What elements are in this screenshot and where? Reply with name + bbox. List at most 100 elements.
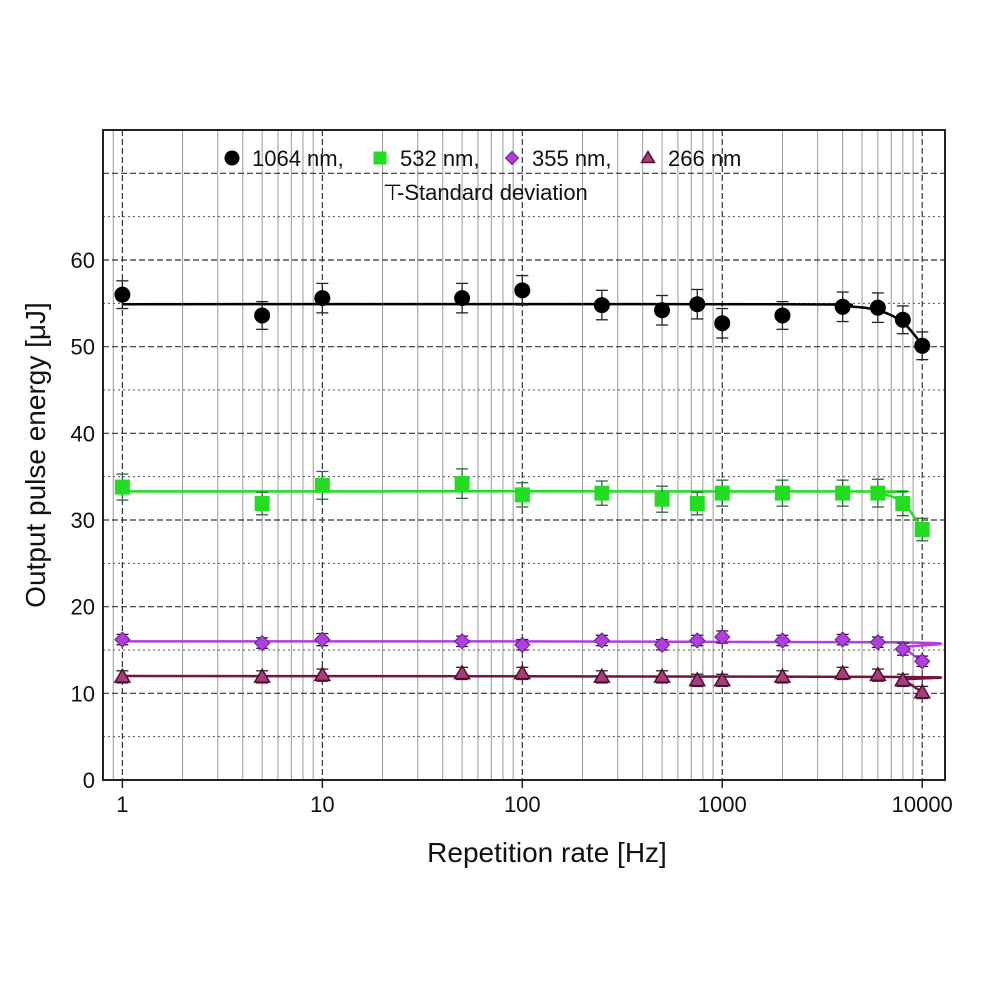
square-marker bbox=[314, 477, 330, 493]
square-marker bbox=[714, 485, 730, 501]
data-point bbox=[114, 280, 131, 310]
data-point bbox=[773, 667, 792, 684]
square-marker bbox=[914, 522, 930, 538]
data-point bbox=[713, 671, 732, 688]
data-point bbox=[254, 491, 270, 516]
triangle-marker bbox=[513, 664, 532, 680]
legend-triangle-icon bbox=[640, 150, 656, 164]
data-point bbox=[894, 305, 911, 335]
legend-diamond-icon bbox=[504, 150, 520, 166]
data-point bbox=[253, 667, 271, 684]
data-point bbox=[869, 666, 887, 682]
data-point bbox=[689, 491, 705, 516]
data-point bbox=[714, 479, 730, 507]
data-point bbox=[514, 636, 531, 654]
x-tick-label: 1000 bbox=[698, 792, 747, 817]
data-point bbox=[314, 631, 331, 648]
data-point bbox=[689, 632, 706, 649]
triangle-marker bbox=[913, 683, 932, 699]
circle-marker bbox=[834, 298, 851, 315]
square-marker bbox=[454, 476, 470, 492]
data-point bbox=[313, 666, 332, 682]
circle-marker bbox=[114, 286, 131, 303]
data-point bbox=[513, 664, 532, 681]
data-point bbox=[894, 640, 912, 658]
data-point bbox=[653, 636, 671, 654]
triangle-marker bbox=[869, 666, 887, 682]
triangle-marker bbox=[653, 667, 671, 683]
y-tick-label: 60 bbox=[71, 248, 95, 273]
y-tick-label: 20 bbox=[71, 595, 95, 620]
data-point bbox=[894, 671, 912, 688]
fit-line-266 bbox=[122, 674, 943, 694]
legend-label: 1064 nm, bbox=[252, 146, 344, 171]
data-point bbox=[774, 479, 790, 507]
data-point bbox=[835, 479, 851, 507]
data-point bbox=[314, 282, 331, 314]
x-tick-label: 10 bbox=[310, 792, 334, 817]
legend-square-icon bbox=[373, 151, 387, 165]
triangle-marker bbox=[833, 664, 852, 680]
data-point bbox=[453, 664, 471, 681]
data-point bbox=[834, 631, 851, 648]
data-point bbox=[593, 632, 611, 649]
data-point bbox=[870, 478, 886, 508]
triangle-marker bbox=[453, 664, 471, 680]
diamond-marker bbox=[593, 632, 611, 649]
data-point bbox=[514, 482, 530, 508]
std-bar-icon: ⊤ bbox=[383, 180, 402, 205]
diamond-marker bbox=[689, 632, 706, 649]
diamond-marker bbox=[869, 633, 887, 651]
triangle-marker bbox=[688, 671, 707, 687]
y-tick-label: 50 bbox=[71, 335, 95, 360]
y-tick-label: 30 bbox=[71, 508, 95, 533]
data-point bbox=[114, 631, 131, 648]
data-point bbox=[113, 667, 132, 684]
data-point bbox=[453, 633, 471, 650]
diamond-marker bbox=[114, 631, 131, 648]
data-point bbox=[514, 274, 531, 306]
data-point bbox=[654, 485, 670, 513]
data-point bbox=[895, 490, 911, 517]
triangle-marker bbox=[253, 667, 271, 683]
circle-marker bbox=[774, 307, 791, 324]
data-point bbox=[774, 300, 791, 330]
plot-frame bbox=[102, 129, 946, 781]
y-tick-label: 40 bbox=[71, 421, 95, 446]
circle-marker bbox=[314, 290, 331, 307]
x-axis-label: Repetition rate [Hz] bbox=[427, 837, 667, 868]
circle-marker bbox=[714, 315, 731, 332]
x-tick-label: 10000 bbox=[892, 792, 953, 817]
legend-label: 266 nm bbox=[668, 146, 741, 171]
data-point bbox=[593, 667, 611, 684]
fit-line-355 bbox=[122, 640, 943, 664]
triangle-marker bbox=[313, 666, 332, 682]
square-marker bbox=[835, 485, 851, 501]
data-point bbox=[253, 634, 271, 652]
legend-label: 532 nm, bbox=[400, 146, 480, 171]
diamond-marker bbox=[714, 628, 731, 646]
data-point bbox=[834, 291, 851, 323]
square-marker bbox=[514, 487, 530, 503]
circle-marker bbox=[914, 337, 931, 354]
diamond-marker bbox=[834, 631, 851, 648]
data-point bbox=[914, 653, 931, 670]
triangle-marker bbox=[894, 671, 912, 687]
legend-label: 355 nm, bbox=[532, 146, 612, 171]
data-point bbox=[689, 288, 706, 320]
square-marker bbox=[654, 491, 670, 507]
fit-lines bbox=[122, 302, 943, 694]
data-point bbox=[454, 468, 470, 499]
data-point bbox=[254, 300, 271, 330]
x-tick-label: 100 bbox=[504, 792, 541, 817]
triangle-marker bbox=[713, 671, 732, 687]
data-point bbox=[114, 473, 130, 501]
y-axis-label: Output pulse energy [μJ] bbox=[20, 302, 51, 608]
data-point bbox=[774, 632, 791, 649]
data-point bbox=[714, 628, 731, 646]
data-point bbox=[869, 633, 887, 651]
grid bbox=[103, 130, 945, 780]
diamond-marker bbox=[774, 632, 791, 649]
triangle-marker bbox=[593, 667, 611, 683]
triangle-marker bbox=[773, 667, 792, 683]
